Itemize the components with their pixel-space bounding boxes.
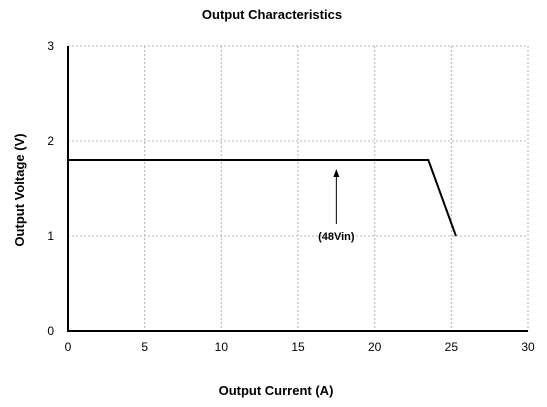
annotations: (48Vin) [318, 169, 355, 243]
x-tick-label: 15 [291, 340, 305, 354]
x-tick-labels: 0 5 10 15 20 25 30 [65, 340, 535, 354]
x-tick-label: 20 [368, 340, 382, 354]
x-tick-label: 25 [445, 340, 459, 354]
y-tick-label: 0 [47, 324, 54, 338]
y-axis-label: Output Voltage (V) [12, 133, 27, 246]
axes [67, 46, 528, 332]
grid [68, 45, 529, 331]
y-tick-label: 2 [47, 134, 54, 148]
y-tick-label: 3 [47, 39, 54, 53]
annotation-arrow-head [333, 169, 340, 177]
series-line-0 [68, 159, 457, 237]
y-tick-labels: 0 1 2 3 [47, 39, 54, 338]
y-tick-label: 1 [47, 229, 54, 243]
series [68, 159, 457, 237]
annotation-label: (48Vin) [318, 231, 355, 243]
x-tick-label: 30 [521, 340, 535, 354]
chart-title: Output Characteristics [202, 7, 342, 22]
x-tick-label: 5 [141, 340, 148, 354]
x-tick-label: 10 [215, 340, 229, 354]
x-axis-label: Output Current (A) [219, 383, 334, 398]
x-tick-label: 0 [65, 340, 72, 354]
